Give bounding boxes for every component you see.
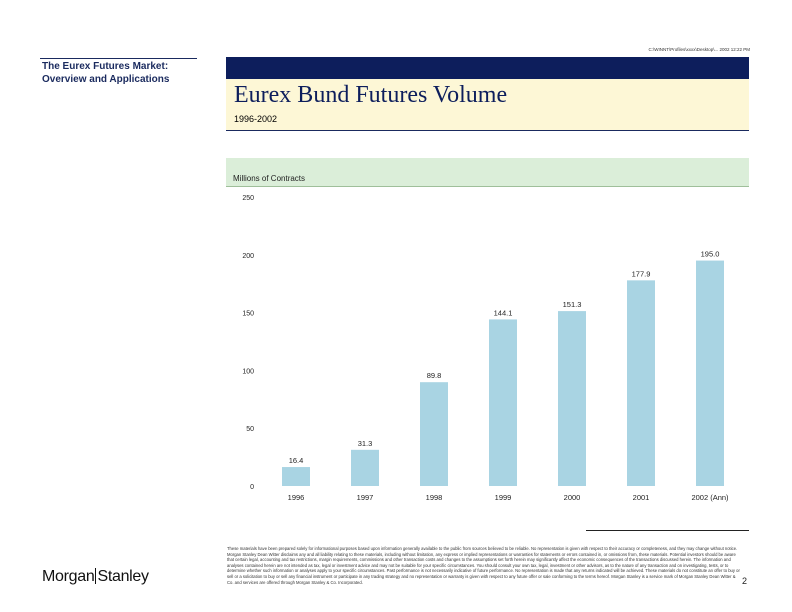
bar-2000 [558,311,586,486]
y-tick-label: 100 [242,368,254,375]
bar-1998 [420,382,448,486]
data-label: 177.9 [632,269,651,278]
chart-bottom-rule [586,530,749,531]
title-band [226,79,749,131]
bars [282,260,724,486]
x-tick-label: 2002 (Ann) [691,493,729,502]
bar-1996 [282,467,310,486]
y-tick-label: 50 [246,426,254,433]
y-axis-label: Millions of Contracts [233,174,306,183]
x-tick-label: 2000 [564,493,581,502]
sidebar-title: The Eurex Futures Market: Overview and A… [42,61,170,85]
x-tick-label: 2001 [633,493,650,502]
disclaimer-text: These materials have been prepared solel… [227,546,740,585]
logo-text-left: Morgan [42,568,95,585]
data-label: 16.4 [289,456,304,465]
bar-chart: 0 50 100 150 200 250 16.4 31.3 89.8 144.1 151.3 17… [242,195,729,502]
header-navy-bar [226,57,749,79]
x-axis-labels: 1996 1997 1998 1999 2000 2001 2002 (Ann) [288,493,729,502]
data-label: 151.3 [563,300,582,309]
page-number: 2 [742,576,748,586]
file-path-text: C:\WINNT\Profiles\xxxx\Desktop\... 2002 … [648,47,750,52]
y-tick-label: 150 [242,311,254,318]
logo-text-right: Stanley [97,568,149,585]
morgan-stanley-logo: Morgan Stanley [42,568,149,586]
y-tick-label: 0 [250,484,254,491]
y-axis-ticks: 0 50 100 150 200 250 [242,195,254,491]
page-subtitle: 1996-2002 [234,114,278,124]
logo-divider [95,568,97,584]
bar-2001 [627,280,655,486]
sidebar-rule [40,58,197,59]
data-label: 195.0 [701,250,720,259]
x-tick-label: 1998 [426,493,443,502]
data-label: 144.1 [494,308,513,317]
bar-1997 [351,449,379,486]
bar-1999 [489,319,517,486]
x-tick-label: 1997 [357,493,374,502]
data-label: 31.3 [358,439,373,448]
y-tick-label: 250 [242,195,254,202]
x-tick-label: 1999 [495,493,512,502]
value-labels: 16.4 31.3 89.8 144.1 151.3 177.9 195.0 [289,250,720,465]
x-tick-label: 1996 [288,493,305,502]
page-title: Eurex Bund Futures Volume [234,82,508,108]
data-label: 89.8 [427,371,442,380]
y-tick-label: 200 [242,253,254,260]
bar-2002ann [696,260,724,486]
units-band [226,158,749,187]
